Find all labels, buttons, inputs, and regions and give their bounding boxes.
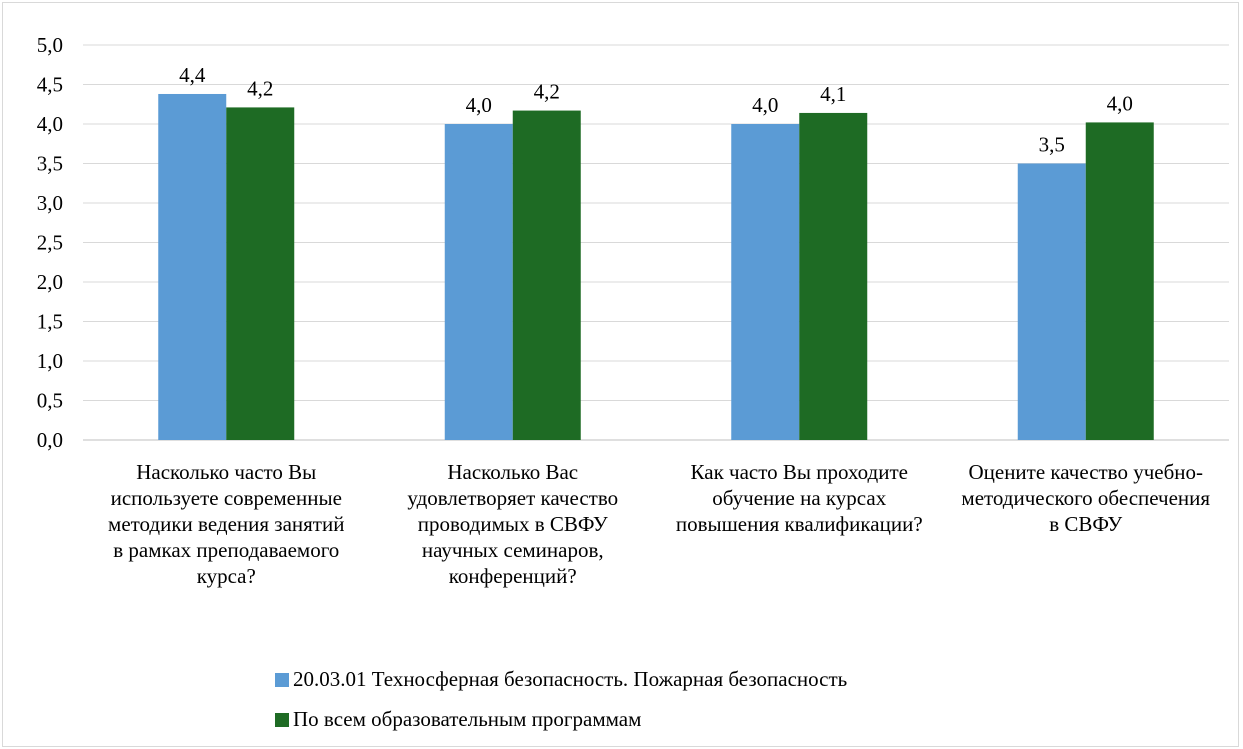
bar (1085, 122, 1154, 441)
y-tick-label: 4,0 (37, 112, 63, 136)
bars (158, 93, 1154, 441)
y-tick-label: 0,5 (37, 389, 63, 413)
category-label: Как часто Вы проходите обучение на курса… (675, 460, 923, 536)
y-tick-label: 1,5 (37, 310, 63, 334)
bar-chart: 0,0 0,5 1,0 1,5 2,0 2,5 3,0 3,5 4,0 4,5 5,0 4,4 4,0… (37, 33, 1229, 452)
category-label: Насколько часто Вы используете современн… (108, 460, 345, 588)
y-tick-label: 2,5 (37, 231, 63, 255)
y-tick-label: 3,5 (37, 152, 63, 176)
bar (731, 124, 800, 440)
y-tick-label: 5,0 (37, 33, 63, 57)
data-label: 4,4 (179, 63, 206, 87)
y-tick-label: 2,0 (37, 270, 63, 294)
bar (158, 93, 227, 440)
data-label: 4,0 (752, 93, 778, 117)
data-label: 4,2 (247, 76, 273, 100)
bar (1017, 163, 1086, 440)
data-labels: 4,4 4,0 4,0 3,5 4,2 4,2 4,1 4,0 (179, 63, 1133, 157)
legend-swatch (275, 672, 289, 687)
y-tick-label: 4,5 (37, 73, 63, 97)
legend-label: По всем образовательным программам (293, 707, 642, 731)
y-tick-label: 0,0 (37, 428, 63, 452)
bar (512, 110, 581, 440)
data-label: 3,5 (1039, 133, 1065, 157)
legend-swatch (275, 712, 289, 727)
data-label: 4,2 (534, 80, 560, 104)
bar (226, 107, 295, 440)
category-label: Насколько Вас удовлетворяет качество про… (407, 460, 619, 588)
y-tick-label: 3,0 (37, 191, 63, 215)
legend-label: 20.03.01 Техносферная безопасность. Пожа… (293, 667, 848, 691)
bar (799, 112, 868, 440)
data-label: 4,0 (466, 93, 492, 117)
data-label: 4,0 (1107, 91, 1133, 115)
y-tick-label: 1,0 (37, 349, 63, 373)
legend-item: 20.03.01 Техносферная безопасность. Пожа… (275, 667, 847, 692)
data-label: 4,1 (820, 82, 846, 106)
legend-item: По всем образовательным программам (275, 707, 641, 732)
category-label: Оцените качество учебно-методического об… (961, 460, 1211, 536)
y-axis-ticks: 0,0 0,5 1,0 1,5 2,0 2,5 3,0 3,5 4,0 4,5 5,0 (37, 33, 63, 452)
bar (444, 124, 513, 440)
